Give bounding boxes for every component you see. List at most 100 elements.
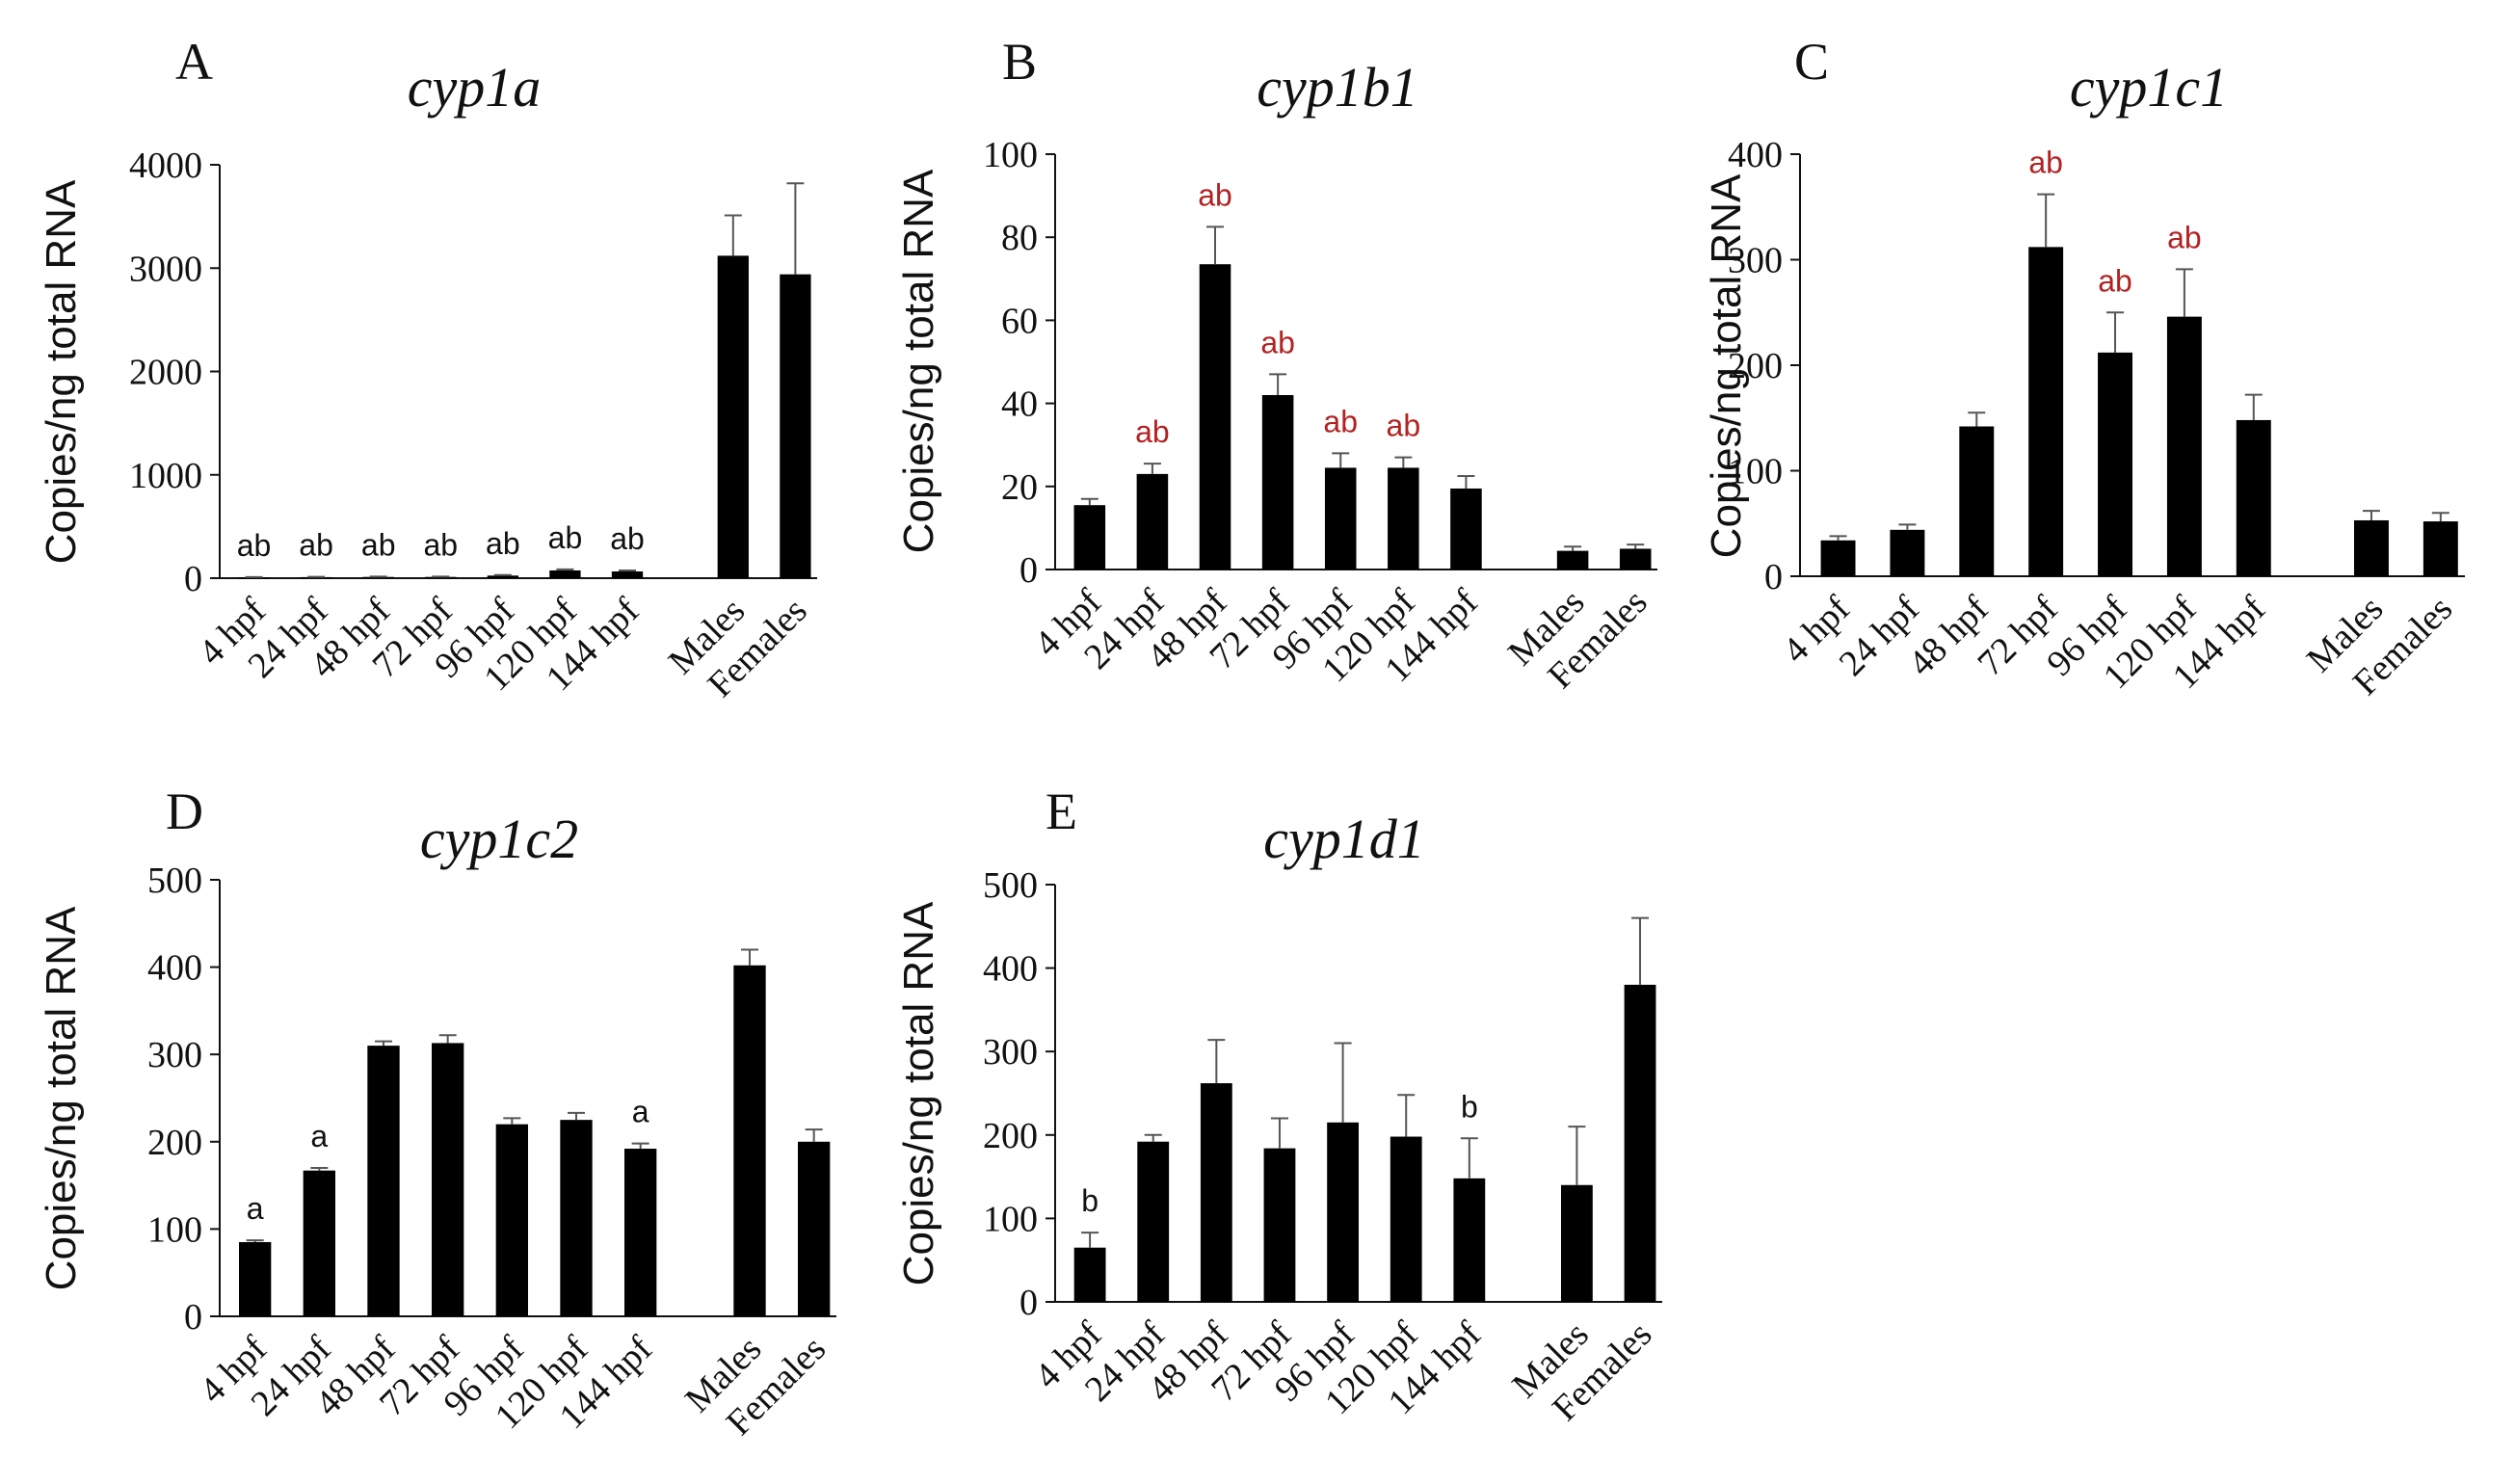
chart-title: cyp1a [408,56,542,119]
y-tick-label: 100 [147,1209,202,1250]
bar [362,576,394,579]
significance-label: ab [299,528,333,563]
chart-title: cyp1d1 [1263,808,1425,870]
bar [1261,394,1294,570]
y-tick-label: 300 [147,1035,202,1075]
significance-label: ab [423,527,458,562]
y-tick-label: 400 [1728,135,1783,175]
y-tick-label: 0 [184,1297,202,1338]
y-tick-label: 100 [1728,452,1783,492]
y-tick-label: 500 [983,865,1038,906]
bar [239,1241,272,1316]
bar [303,1170,335,1316]
significance-label: ab [2167,220,2202,254]
significance-label: ab [548,520,583,555]
bar [238,577,270,579]
y-tick-label: 0 [1764,557,1783,597]
bar [367,1046,400,1316]
y-tick-label: 1000 [129,456,202,496]
bar [2236,419,2271,576]
bar [495,1124,528,1316]
significance-label: a [632,1095,649,1129]
y-tick-label: 100 [983,1199,1038,1239]
bar [1073,505,1106,570]
bar [1959,426,1995,576]
y-tick-label: 200 [983,1116,1038,1156]
significance-label: ab [1387,409,1421,443]
bar [1624,984,1656,1302]
bar [611,571,644,578]
bar [1619,548,1652,570]
panel-letter: B [1002,33,1037,91]
significance-label: ab [2028,146,2063,180]
y-tick-label: 300 [983,1032,1038,1073]
significance-label: ab [1135,414,1170,449]
bar [717,255,749,578]
significance-label: a [310,1119,328,1153]
panel-letter: C [1794,33,1829,91]
bar [1820,540,1856,576]
y-tick-label: 3000 [129,249,202,289]
y-tick-label: 4000 [129,146,202,186]
bar [1390,1136,1422,1302]
y-tick-label: 80 [1001,218,1038,258]
significance-label: ab [1323,404,1358,438]
bar [487,575,518,578]
significance-label: ab [1260,325,1295,359]
bar [432,1043,464,1316]
y-tick-label: 400 [983,949,1038,990]
bar [733,965,766,1316]
y-axis-label: Copies/ng total RNA [895,169,942,553]
significance-label: ab [361,527,396,562]
y-tick-label: 500 [147,861,202,901]
x-tick-label: 24 hpf [1832,588,1927,683]
y-tick-label: 200 [147,1123,202,1163]
bar [2028,247,2064,576]
chart-title: cyp1c2 [420,808,578,870]
y-tick-label: 2000 [129,353,202,393]
significance-label: ab [1198,177,1232,212]
bar [1324,467,1357,570]
y-tick-label: 0 [184,559,202,599]
bar [1453,1178,1486,1302]
panel-letter: A [175,33,213,91]
bar [2354,519,2389,576]
significance-label: b [1461,1089,1478,1124]
bar [1073,1247,1106,1302]
bar [1556,550,1589,570]
y-tick-label: 20 [1001,467,1038,508]
significance-label: a [247,1191,264,1226]
chart-title: cyp1b1 [1257,56,1418,119]
bar [560,1120,593,1316]
bar [1137,1141,1170,1302]
bar [624,1149,657,1316]
y-tick-label: 300 [1728,241,1783,281]
y-tick-label: 0 [1019,550,1038,591]
bar [1136,473,1169,570]
bar [1890,529,1925,576]
bar [1263,1148,1296,1302]
bar [1561,1184,1593,1302]
y-tick-label: 400 [147,948,202,989]
x-tick-label: 48 hpf [1901,588,1997,683]
y-tick-label: 60 [1001,301,1038,341]
bar [1388,467,1419,570]
y-tick-label: 200 [1728,346,1783,386]
y-axis-label: Copies/ng total RNA [38,179,85,564]
bar [2098,352,2132,576]
bar [1200,1083,1232,1302]
bar [2422,521,2458,576]
significance-label: ab [610,521,645,556]
bar [780,274,811,578]
significance-label: ab [486,526,520,561]
significance-label: ab [237,528,272,563]
chart-title: cyp1c1 [2070,56,2228,119]
significance-label: b [1081,1183,1099,1218]
bar [798,1141,831,1316]
y-axis-label: Copies/ng total RNA [895,901,942,1285]
y-axis-label: Copies/ng total RNA [38,906,85,1290]
